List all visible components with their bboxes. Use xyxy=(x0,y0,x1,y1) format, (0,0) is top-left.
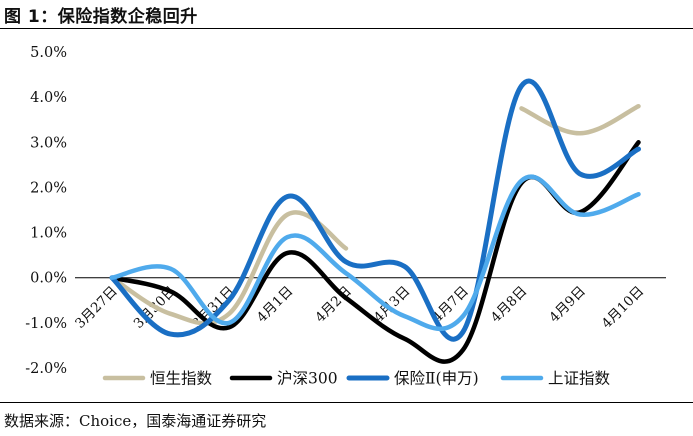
y-tick-label: -1.0% xyxy=(25,316,67,332)
y-tick-label: -2.0% xyxy=(25,361,67,377)
line-chart: 5.0% 4.0% 3.0% 2.0% 1.0% 0.0% -1.0% -2.0% 3月27日… xyxy=(25,45,666,388)
legend-label-4: 上证指数 xyxy=(548,370,611,388)
data-source-note: 数据来源：Choice，国泰海通证券研究 xyxy=(4,412,267,430)
figure-title: 图 1：保险指数企稳回升 xyxy=(4,7,198,27)
legend-label-1: 恒生指数 xyxy=(150,370,213,388)
y-tick-label: 3.0% xyxy=(30,135,67,151)
series-line-1 xyxy=(519,103,641,136)
footer-divider xyxy=(0,402,693,403)
legend-label-2: 沪深300 xyxy=(277,370,338,388)
title-divider xyxy=(0,28,693,29)
legend: 恒生指数 沪深300 保险Ⅱ(申万) 上证指数 xyxy=(102,370,611,388)
x-tick-label: 3月27日 xyxy=(72,283,121,332)
series-line-3 xyxy=(109,78,641,342)
legend-label-3: 保险Ⅱ(申万) xyxy=(394,370,479,388)
y-tick-label: 4.0% xyxy=(30,90,67,106)
series-line-4 xyxy=(109,174,641,331)
y-tick-label: 1.0% xyxy=(30,226,67,242)
x-tick-label: 4月10日 xyxy=(599,283,648,332)
series-lines xyxy=(109,78,641,364)
y-tick-label: 5.0% xyxy=(30,45,67,61)
x-tick-label: 4月8日 xyxy=(488,283,531,326)
series-line-1 xyxy=(109,210,349,326)
series-line-2 xyxy=(109,140,641,364)
y-tick-label: 0.0% xyxy=(30,271,67,287)
x-tick-label: 4月9日 xyxy=(546,283,589,326)
y-axis-ticks: 5.0% 4.0% 3.0% 2.0% 1.0% 0.0% -1.0% -2.0% xyxy=(25,45,67,377)
y-tick-label: 2.0% xyxy=(30,180,67,196)
